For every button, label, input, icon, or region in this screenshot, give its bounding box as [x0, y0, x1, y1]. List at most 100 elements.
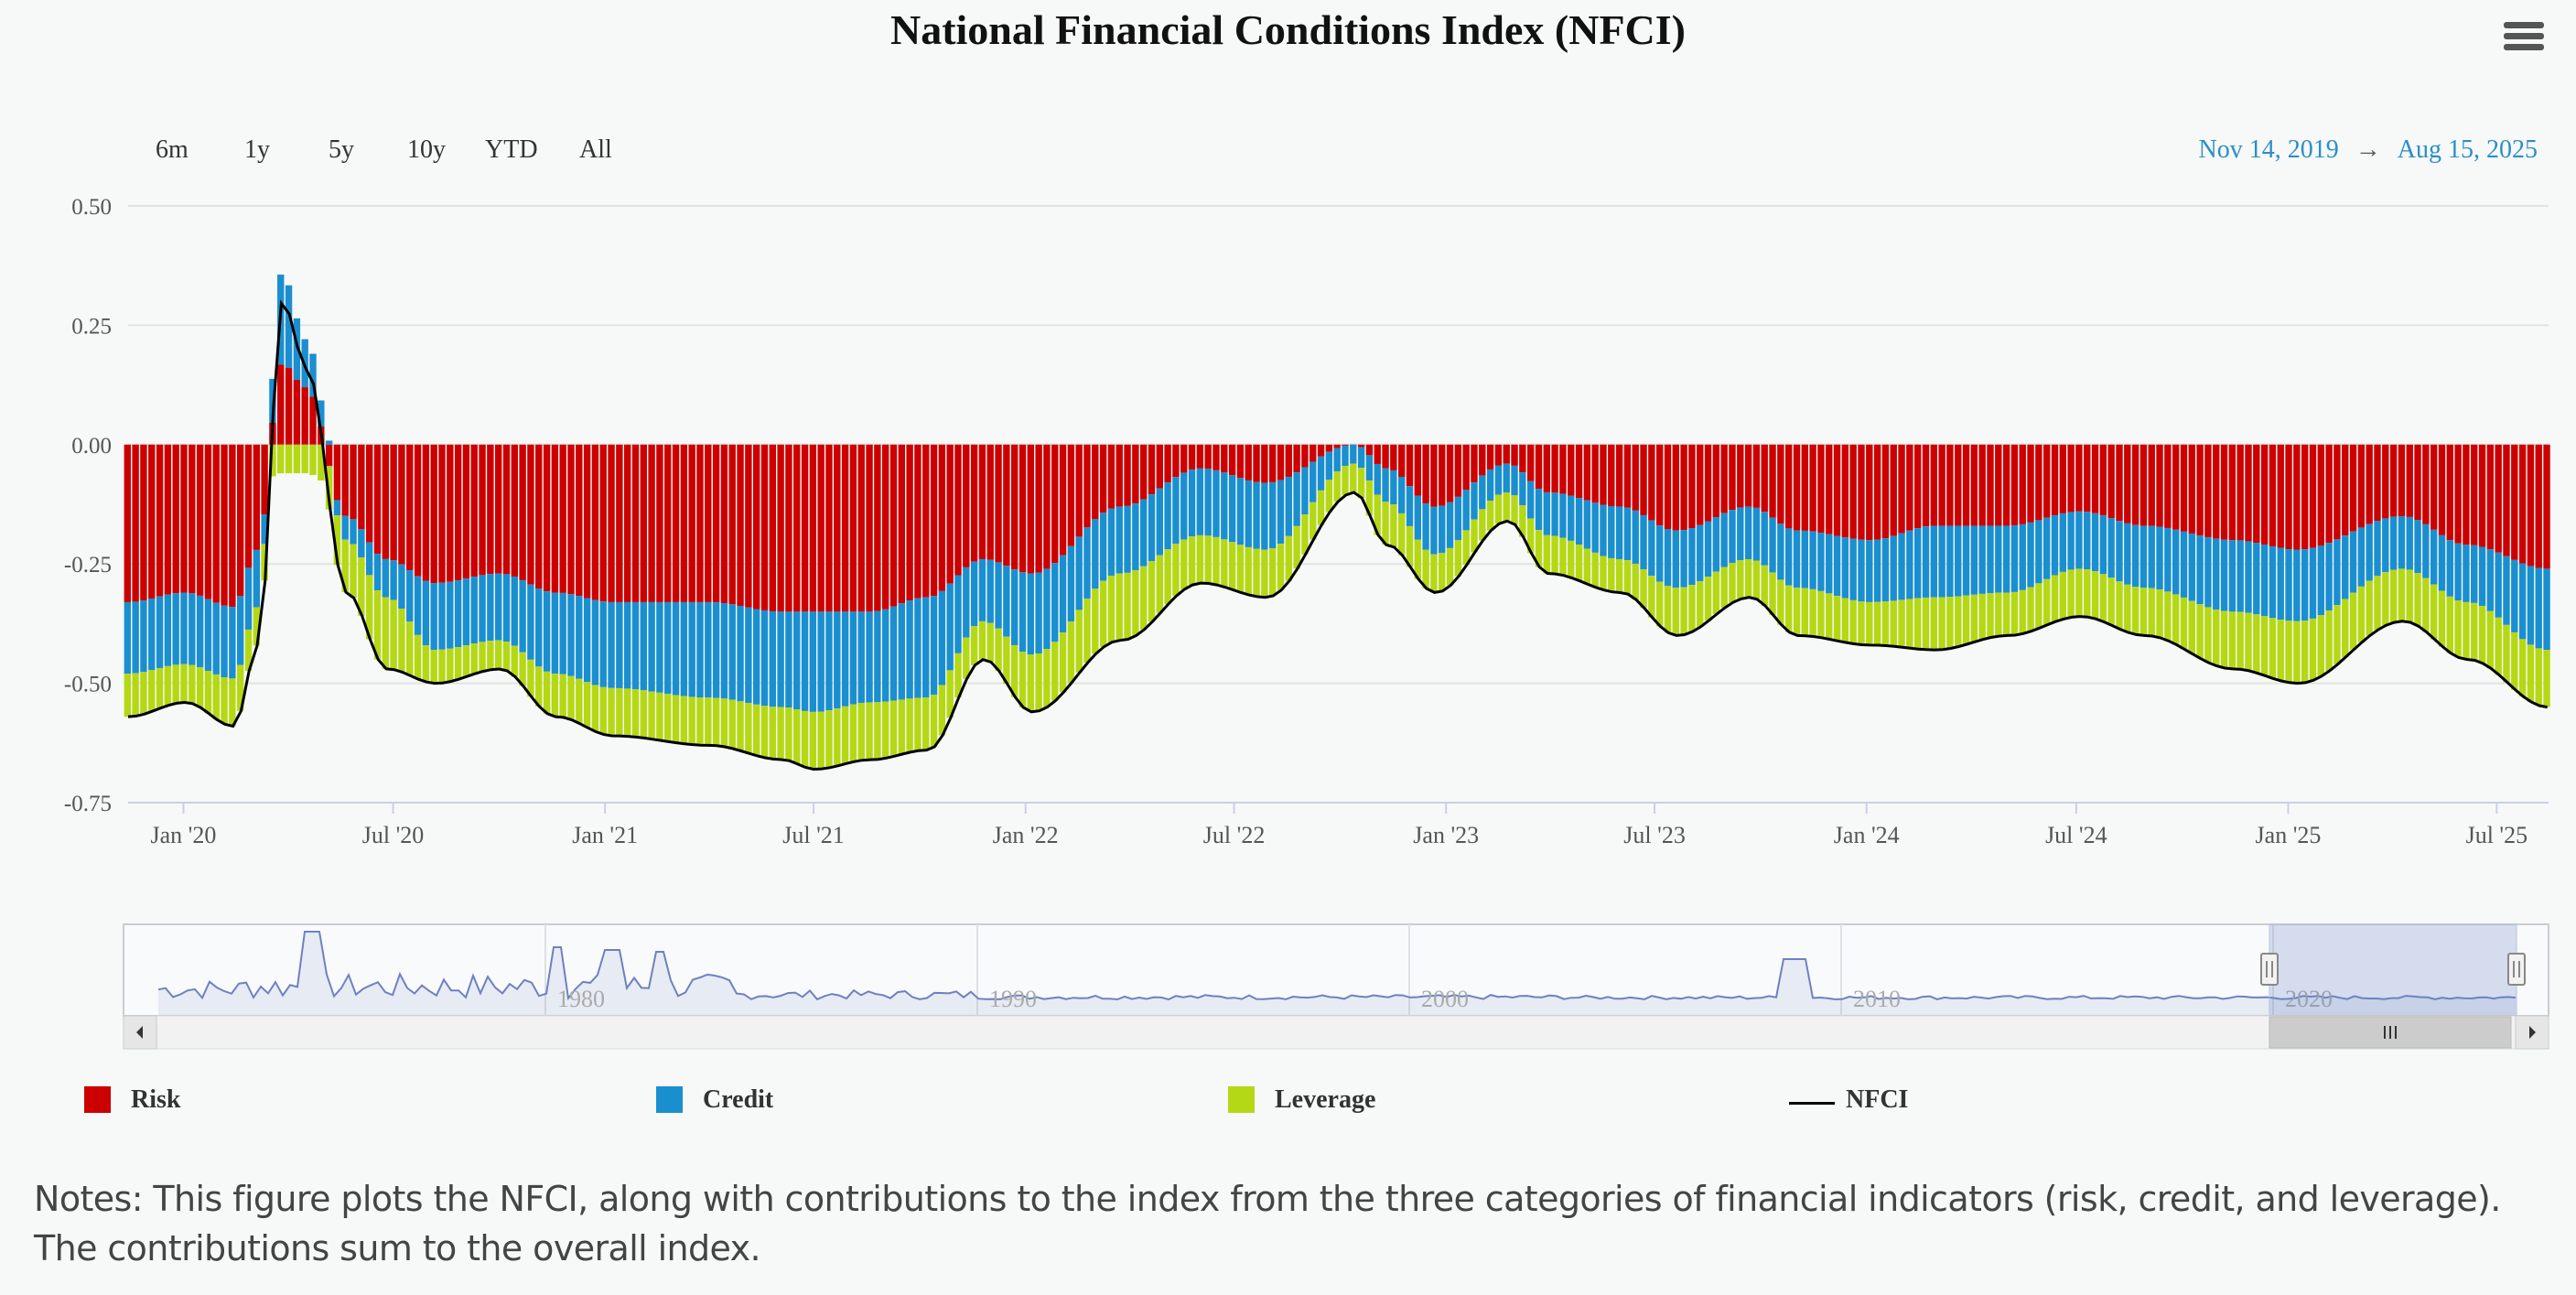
navigator[interactable]: 1980 1990 2000 2010 2020 [123, 923, 2549, 1050]
bar-risk [567, 444, 575, 595]
bar-leverage [1099, 580, 1107, 647]
bar-leverage [2382, 572, 2389, 626]
bar-credit [1293, 472, 1300, 526]
bar-risk [2059, 444, 2066, 513]
bar-leverage [2486, 610, 2495, 669]
bar-leverage [2236, 611, 2244, 670]
bar-risk [350, 444, 357, 520]
bar-credit [1761, 512, 1768, 566]
bar-leverage [1067, 621, 1075, 683]
legend-item-leverage[interactable]: Leverage [1275, 1085, 1376, 1114]
bar-leverage [1462, 530, 1470, 566]
bar-leverage [2389, 569, 2398, 623]
bar-leverage [1922, 597, 1930, 650]
bar-credit [1559, 493, 1567, 538]
bar-leverage [1245, 546, 1252, 596]
bar-credit [672, 601, 680, 696]
bar-leverage [1019, 652, 1027, 707]
bar-leverage [631, 689, 640, 738]
bar-leverage [2543, 650, 2550, 707]
bar-credit [2285, 549, 2292, 621]
bar-leverage [1188, 536, 1196, 586]
bar-credit [1124, 505, 1131, 573]
bar-credit [801, 611, 809, 711]
bar-risk [2220, 444, 2228, 540]
bar-risk [1817, 444, 1825, 534]
bar-leverage [1906, 599, 1913, 649]
bar-leverage [318, 444, 325, 481]
bar-credit [1301, 467, 1309, 515]
bar-leverage [2228, 611, 2236, 669]
bar-leverage [1680, 587, 1687, 635]
bar-risk [2398, 444, 2406, 517]
bar-credit [1277, 480, 1285, 545]
legend-item-risk[interactable]: Risk [131, 1085, 181, 1114]
bar-credit [2180, 531, 2188, 598]
bar-leverage [414, 634, 422, 680]
y-tick-label: -0.50 [64, 673, 112, 697]
bar-credit [793, 611, 801, 709]
bar-risk [1439, 444, 1446, 506]
bar-leverage [2398, 568, 2406, 621]
bar-risk [2213, 444, 2220, 539]
bar-risk [1317, 444, 1325, 457]
bar-credit [2164, 527, 2172, 592]
bar-risk [946, 444, 954, 584]
bar-credit [2172, 529, 2180, 595]
bar-credit [1955, 525, 1962, 597]
bar-risk [1059, 444, 1067, 556]
legend-item-credit[interactable]: Credit [703, 1085, 774, 1114]
hamburger-menu-icon[interactable] [2504, 22, 2544, 53]
bar-leverage [164, 665, 172, 706]
range-button-ytd[interactable]: YTD [485, 135, 538, 164]
bar-risk [1608, 444, 1615, 506]
to-date-input[interactable]: Aug 15, 2025 [2397, 135, 2538, 164]
bar-credit [1680, 530, 1687, 588]
bar-credit [212, 602, 220, 674]
bar-leverage [1446, 547, 1454, 586]
bar-credit [2139, 525, 2148, 588]
bar-credit [1938, 525, 1945, 598]
bar-credit [1583, 500, 1591, 549]
bar-risk [244, 444, 253, 568]
bar-leverage [132, 673, 139, 717]
range-button-1y[interactable]: 1y [244, 135, 270, 164]
bar-credit [1099, 513, 1107, 581]
bar-credit [1817, 533, 1825, 591]
legend-item-nfci[interactable]: NFCI [1846, 1085, 1909, 1114]
bar-risk [470, 444, 478, 577]
bar-risk [1188, 444, 1196, 470]
navigator-year-label: 2000 [1421, 986, 1469, 1012]
range-button-5y[interactable]: 5y [329, 135, 354, 164]
bar-leverage [1777, 579, 1784, 625]
bar-credit [2301, 549, 2309, 621]
bar-risk [1156, 444, 1163, 489]
bar-leverage [599, 686, 607, 735]
bar-risk [333, 444, 341, 501]
bar-credit [398, 564, 405, 610]
bar-credit [2317, 545, 2324, 616]
bar-leverage [1439, 553, 1446, 591]
bar-leverage [1672, 588, 1679, 636]
bar-risk [881, 444, 889, 610]
bar-risk [2075, 444, 2083, 512]
bar-credit [2325, 543, 2333, 611]
bar-leverage [2454, 600, 2462, 658]
bar-credit [1873, 539, 1881, 602]
bar-credit [1357, 447, 1365, 469]
bar-leverage [1035, 653, 1042, 711]
bar-risk [494, 444, 502, 574]
range-button-6m[interactable]: 6m [156, 135, 189, 164]
bar-leverage [922, 697, 930, 750]
from-date-input[interactable]: Nov 14, 2019 [2198, 135, 2339, 164]
navigator-year-label: 2020 [2285, 986, 2333, 1012]
bar-leverage [1043, 649, 1051, 707]
bar-leverage [1382, 502, 1389, 545]
bar-risk [954, 444, 962, 576]
bar-risk [970, 444, 978, 562]
bar-leverage [1228, 542, 1236, 590]
range-button-all[interactable]: All [579, 135, 612, 164]
bar-risk [914, 444, 922, 599]
range-button-10y[interactable]: 10y [407, 135, 446, 164]
bar-credit [2084, 512, 2091, 569]
